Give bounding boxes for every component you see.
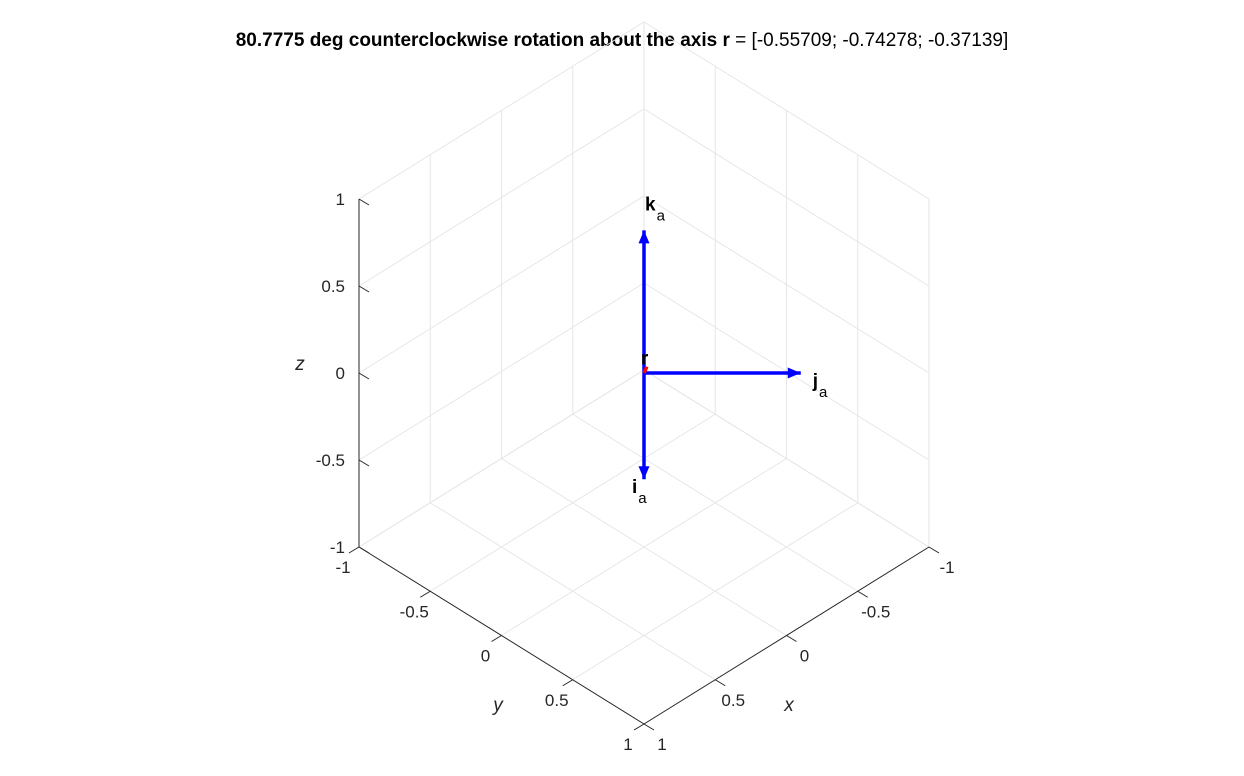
axis-layer	[348, 198, 940, 731]
x-tick-mark	[348, 546, 360, 554]
y-tick-label: 1	[657, 735, 666, 754]
grid-line	[643, 108, 930, 287]
vector-label-subscript: a	[657, 207, 666, 224]
x-tick-label: -1	[335, 558, 350, 577]
grid-line	[429, 502, 716, 681]
tick-label-layer: -1 -0.5 0 0.5 1 -1 -0.5 0 0.5 1 -1 -0.5 0 0.5 1	[316, 190, 955, 754]
z-tick-mark	[358, 372, 370, 380]
x-tick-label: -0.5	[400, 602, 429, 621]
x-tick-label: 1	[623, 735, 632, 754]
vector-label-main: i	[632, 477, 637, 498]
x-tick-label: 0.5	[545, 691, 569, 710]
vector-i-arrowhead	[638, 466, 650, 480]
vector-r: r	[641, 349, 649, 374]
x-tick-mark	[562, 679, 574, 687]
z-axis-label: z	[294, 354, 305, 375]
z-tick-label: 1	[336, 190, 345, 209]
z-tick-mark	[358, 546, 370, 554]
grid-line	[358, 195, 645, 374]
grid-line	[643, 369, 930, 548]
grid-line	[501, 458, 787, 636]
grid-line	[358, 108, 645, 287]
vector-i-label: ia	[632, 477, 647, 507]
y-tick-mark	[786, 635, 797, 642]
y-tick-mark	[857, 590, 869, 598]
y-tick-label: -1	[939, 558, 954, 577]
x-tick-mark	[419, 590, 431, 598]
vector-j-label: ja	[812, 371, 828, 401]
vector-label-main: j	[812, 371, 818, 392]
z-tick-label: -0.5	[316, 451, 345, 470]
y-tick-mark	[643, 723, 655, 731]
vector-label-main: r	[641, 349, 649, 370]
vector-r-label: r	[641, 349, 649, 370]
vector-label-subscript: a	[819, 384, 828, 401]
z-tick-label: -1	[330, 538, 345, 557]
grid-line	[358, 21, 645, 200]
vector-k-arrowhead	[638, 230, 650, 244]
x-tick-mark	[633, 723, 645, 731]
z-tick-mark	[358, 285, 370, 293]
y-tick-label: 0	[800, 647, 809, 666]
grid-line	[643, 21, 930, 200]
z-tick-mark	[358, 198, 370, 206]
grid-line	[358, 282, 645, 461]
vector-k-label: ka	[645, 194, 666, 224]
z-tick-mark	[358, 459, 370, 467]
x-tick-mark	[491, 635, 502, 642]
x-tick-label: 0	[481, 647, 490, 666]
y-tick-mark	[928, 546, 940, 554]
y-axis-label: y	[491, 695, 504, 716]
x-axis-label: x	[783, 695, 795, 716]
z-tick-label: 0	[336, 364, 345, 383]
vector-k: ka	[638, 194, 666, 373]
vector-label-main: k	[645, 194, 656, 215]
grid-line	[643, 195, 930, 374]
z-tick-label: 0.5	[321, 277, 345, 296]
vector-j: ja	[644, 367, 828, 401]
y-tick-label: 0.5	[721, 691, 745, 710]
grid-line	[572, 413, 859, 592]
axis-label-layer: x y z	[294, 354, 795, 716]
vector-label-subscript: a	[638, 490, 647, 507]
chart-title-rest: = [-0.55709; -0.74278; -0.37139]	[729, 30, 1009, 51]
vector-r-shaft	[642, 365, 649, 374]
vector-j-arrowhead	[787, 367, 801, 379]
grid-line	[358, 369, 645, 548]
y-tick-mark	[714, 679, 726, 687]
vector-i: ia	[632, 373, 650, 507]
y-tick-label: -0.5	[861, 602, 890, 621]
